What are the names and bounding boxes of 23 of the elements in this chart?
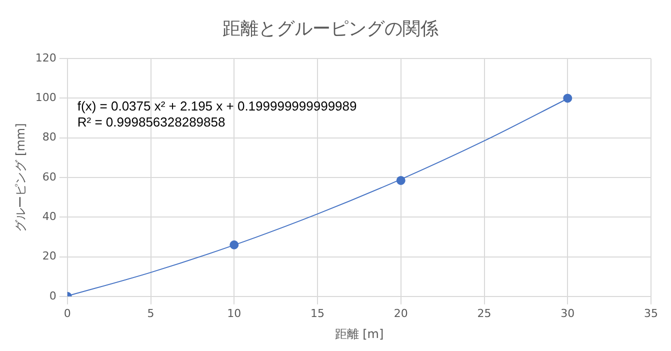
chart-title: 距離とグルーピングの関係 — [222, 18, 438, 40]
point — [230, 240, 239, 250]
y-tick-label: 20 — [42, 250, 56, 263]
x-tick-label: 30 — [560, 306, 575, 320]
y-tick-label: 60 — [42, 170, 56, 184]
y-tick-label: 100 — [35, 91, 56, 104]
y-tick-label: 0 — [49, 289, 56, 302]
y-tick-label: 80 — [42, 130, 56, 144]
point — [563, 94, 572, 103]
annotation: R² = 0.999856328289858 — [77, 114, 226, 130]
point — [396, 176, 406, 185]
x-tick-label: 10 — [227, 306, 242, 320]
x-tick-label: 35 — [644, 306, 658, 320]
annotation: f(x) = 0.0375 x² + 2.195 x + 0.199999999999989 — [77, 98, 357, 114]
x-tick-label: 0 — [64, 306, 71, 320]
y-axis-title: グルーピング [mm] — [13, 123, 28, 232]
x-tick-label: 15 — [310, 306, 325, 320]
y-tick-label: 40 — [42, 210, 56, 223]
x-tick-label: 25 — [477, 306, 492, 320]
x-tick-label: 20 — [394, 306, 408, 320]
y-tick-label: 120 — [35, 51, 56, 64]
x-axis-title: 距離 [m] — [334, 326, 384, 341]
x-tick-label: 5 — [147, 306, 154, 320]
